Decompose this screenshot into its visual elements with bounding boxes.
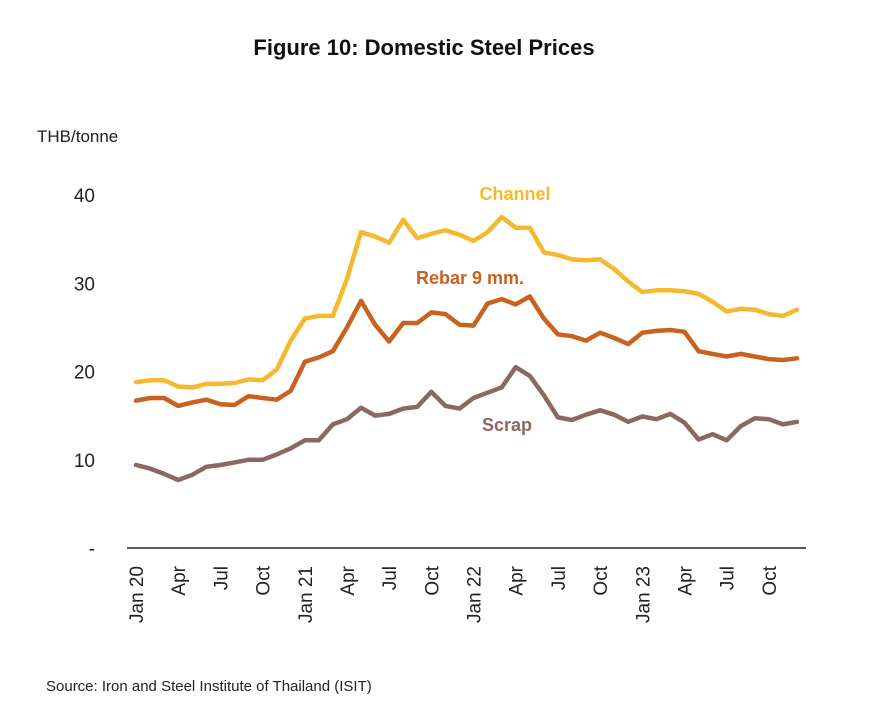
- x-tick-label: Jan 20: [127, 566, 148, 623]
- series-label: Scrap: [482, 415, 532, 435]
- x-tick-label: Apr: [507, 565, 528, 595]
- x-tick-label: Jul: [718, 566, 739, 590]
- y-tick-label: 20: [74, 363, 95, 384]
- x-tick-label: Oct: [591, 565, 612, 595]
- chart-title: Figure 10: Domestic Steel Prices: [253, 35, 594, 60]
- x-tick-label: Apr: [169, 565, 190, 595]
- y-axis-ticks: - 10 20 30 40: [74, 186, 95, 560]
- series-line-channel: [133, 214, 800, 390]
- x-tick-label: Jan 22: [465, 566, 486, 623]
- series-line-rebar-9-mm: [133, 294, 800, 409]
- series-label: Rebar 9 mm.: [416, 268, 524, 288]
- x-tick-label: Jan 21: [296, 566, 317, 623]
- x-tick-label: Jul: [211, 566, 232, 590]
- y-tick-label: 10: [74, 451, 95, 472]
- series-label: Channel: [479, 184, 550, 204]
- series-line-scrap: [133, 364, 800, 483]
- x-tick-label: Oct: [760, 565, 781, 595]
- x-tick-label: Jul: [380, 566, 401, 590]
- x-tick-label: Oct: [254, 565, 275, 595]
- y-axis-unit-label: THB/tonne: [37, 127, 118, 146]
- source-note: Source: Iron and Steel Institute of Thai…: [46, 678, 372, 695]
- y-tick-label: 30: [74, 274, 95, 295]
- series-lines: [133, 214, 800, 483]
- x-tick-label: Oct: [422, 565, 443, 595]
- series-labels: Channel Rebar 9 mm. Scrap: [416, 184, 551, 435]
- x-tick-label: Apr: [675, 565, 696, 595]
- x-axis-ticks: Jan 20 Apr Jul Oct Jan 21 Apr Jul Oct Jan 22 Apr J…: [127, 565, 781, 623]
- x-tick-label: Jan 23: [633, 566, 654, 623]
- y-tick-label: 40: [74, 186, 95, 207]
- x-tick-label: Jul: [549, 566, 570, 590]
- y-tick-label: -: [89, 539, 95, 560]
- x-tick-label: Apr: [338, 565, 359, 595]
